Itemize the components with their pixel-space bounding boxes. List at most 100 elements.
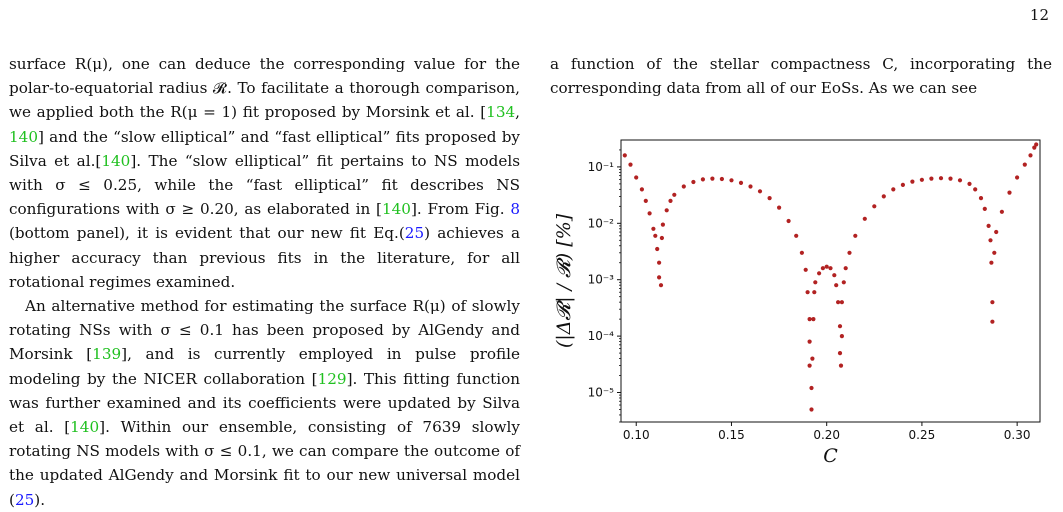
citation-link[interactable]: 134: [486, 103, 516, 122]
data-point: [910, 179, 915, 184]
page-number: 12: [1029, 6, 1049, 24]
citation-link[interactable]: 140: [381, 200, 411, 219]
y-axis-label: (|Δ𝓡| / 𝓡) [%]: [553, 213, 575, 348]
y-tick-label: 10⁻²: [588, 216, 615, 230]
text-run: ) achieves a higher accuracy than previo…: [9, 224, 521, 291]
x-tick-label: 0.10: [623, 428, 650, 442]
data-point: [691, 179, 696, 185]
data-point: [837, 351, 843, 356]
data-point: [738, 180, 744, 185]
data-point: [929, 176, 934, 181]
x-tick-label: 0.30: [1004, 428, 1031, 442]
data-point: [838, 363, 844, 368]
data-point: [986, 223, 991, 228]
paragraph-1: surface R(μ), one can deduce the corresp…: [9, 52, 520, 294]
data-point: [803, 267, 808, 272]
citation-link[interactable]: 140: [70, 418, 100, 437]
data-point: [832, 273, 837, 278]
data-point: [973, 187, 978, 192]
data-point: [664, 208, 669, 213]
data-point: [651, 226, 656, 231]
data-point: [813, 280, 818, 285]
data-point: [967, 181, 972, 186]
data-point: [767, 196, 772, 201]
right-intro-text: a function of the stellar compactness C,…: [550, 55, 1052, 98]
data-point: [881, 194, 886, 199]
figure-scatter-plot: 0.10 0.15 0.20 0.25 0.30 10⁻¹ 10⁻² 10⁻³ 10⁻⁴ 10⁻⁵…: [540, 122, 1063, 497]
data-point: [647, 211, 652, 216]
data-point: [900, 182, 905, 187]
data-point: [1007, 190, 1012, 195]
data-point: [999, 209, 1004, 214]
citation-link[interactable]: 140: [9, 127, 38, 146]
data-point: [989, 260, 994, 265]
data-point: [828, 266, 833, 271]
data-point: [872, 204, 877, 209]
data-point: [777, 205, 782, 210]
x-tick-label: 0.15: [718, 428, 745, 442]
data-point: [862, 216, 867, 221]
data-point: [807, 317, 812, 322]
data-point: [847, 250, 852, 255]
text-run: ]. Within our ensemble, consisting of 76…: [9, 418, 520, 509]
data-point: [982, 206, 987, 211]
text-run: ], and is currently employed in pulse pr…: [9, 345, 520, 388]
data-point: [978, 196, 984, 201]
data-point: [653, 233, 658, 238]
y-tick-label: 10⁻³: [588, 273, 615, 287]
plot-frame: [620, 139, 1041, 423]
data-point: [836, 300, 841, 305]
text-run: surface R(μ), one can deduce the corresp…: [9, 55, 520, 122]
data-point: [807, 339, 812, 344]
data-point: [622, 153, 627, 158]
data-point: [1032, 145, 1037, 150]
data-point: [700, 177, 705, 182]
data-point: [938, 176, 944, 181]
data-point: [757, 189, 763, 194]
data-point: [1028, 153, 1033, 158]
data-point: [672, 192, 677, 197]
data-point: [1034, 142, 1039, 147]
data-point: [748, 184, 753, 189]
data-point: [659, 235, 664, 241]
citation-link[interactable]: 139: [92, 345, 122, 364]
data-point: [719, 176, 724, 182]
data-point: [658, 283, 664, 288]
data-point: [824, 264, 829, 269]
data-point: [809, 407, 814, 412]
data-point: [817, 271, 822, 276]
data-point: [809, 385, 814, 391]
data-point: [839, 300, 844, 305]
data-point: [990, 319, 995, 324]
citation-link[interactable]: 140: [101, 151, 131, 170]
chart-svg: 0.10 0.15 0.20 0.25 0.30 10⁻¹ 10⁻² 10⁻³ 10⁻⁴ 10⁻⁵…: [553, 139, 1041, 467]
data-point: [891, 187, 896, 192]
data-point: [657, 275, 662, 280]
data-point: [634, 175, 639, 180]
x-tick-label: 0.20: [813, 428, 840, 442]
text-run: An alternative method for estimating the…: [9, 297, 520, 364]
data-point: [839, 334, 844, 339]
data-point: [919, 177, 924, 182]
data-point: [834, 283, 839, 288]
x-axis-label: C: [823, 445, 838, 467]
data-point: [853, 233, 858, 238]
data-point: [807, 363, 812, 368]
text-run: ] and the “slow elliptical” and “fast el…: [9, 127, 520, 170]
data-point: [811, 317, 816, 322]
citation-link[interactable]: 129: [317, 369, 347, 388]
data-point: [799, 250, 804, 255]
reference-link[interactable]: 8: [510, 200, 520, 219]
data-point: [681, 184, 686, 189]
reference-link[interactable]: 25: [404, 224, 425, 243]
data-point: [994, 229, 999, 235]
reference-link[interactable]: 25: [14, 490, 35, 509]
paragraph-2: An alternative method for estimating the…: [9, 294, 520, 512]
y-tick-label: 10⁻¹: [588, 160, 615, 174]
data-point: [841, 280, 846, 285]
data-point: [655, 246, 660, 252]
data-point: [843, 266, 848, 271]
data-point: [660, 222, 665, 227]
y-tick-label: 10⁻⁴: [588, 329, 615, 343]
y-tick-label: 10⁻⁵: [588, 386, 615, 400]
